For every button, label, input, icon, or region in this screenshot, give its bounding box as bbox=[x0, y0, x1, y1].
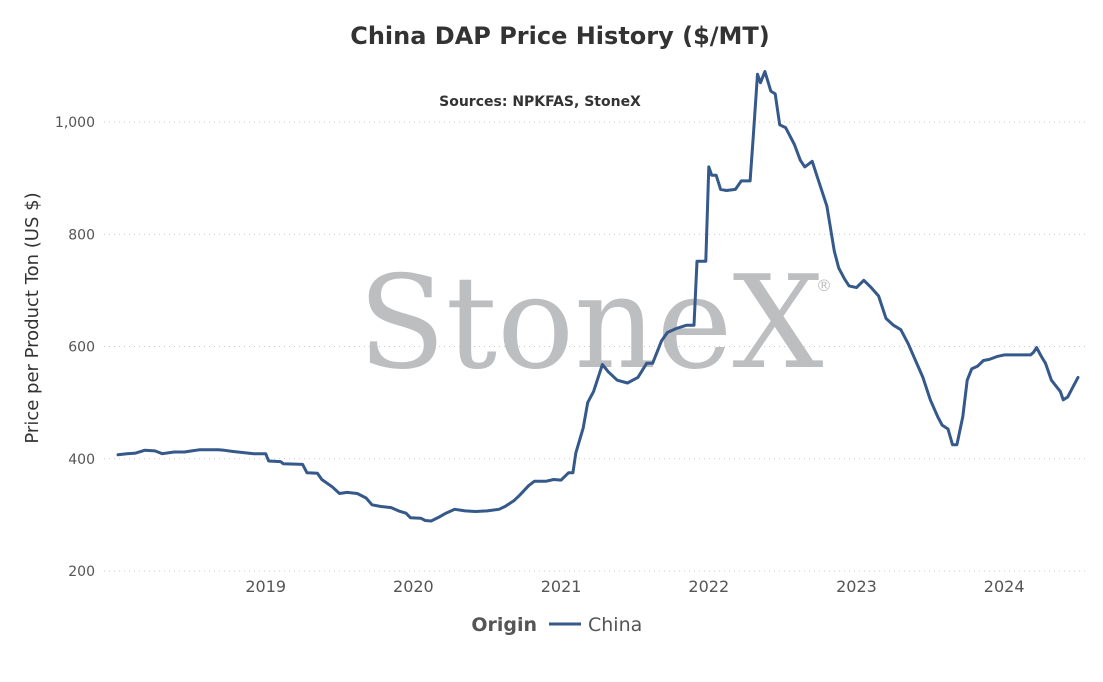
series-line-china[interactable] bbox=[116, 70, 1080, 523]
chart-title: China DAP Price History ($/MT) bbox=[350, 22, 770, 50]
grid-layer bbox=[104, 121, 1088, 572]
x-tick-label-2020: 2020 bbox=[393, 577, 434, 596]
x-tick-label-2024: 2024 bbox=[984, 577, 1025, 596]
legend-item-china[interactable]: China bbox=[588, 614, 642, 636]
legend: Origin China bbox=[471, 614, 642, 636]
watermark-layer: StoneX ® bbox=[358, 249, 832, 398]
x-tick-label-2019: 2019 bbox=[245, 577, 286, 596]
watermark-registered-mark: ® bbox=[816, 276, 832, 295]
series-layer bbox=[116, 70, 1080, 523]
x-axis-ticks: 2019 2020 2021 2022 2023 2024 bbox=[245, 577, 1024, 596]
y-axis-ticks: 200 400 600 800 1,000 bbox=[55, 115, 95, 580]
y-tick-label-400: 400 bbox=[68, 452, 95, 468]
x-tick-label-2023: 2023 bbox=[836, 577, 877, 596]
y-tick-label-1000: 1,000 bbox=[55, 115, 95, 131]
y-tick-label-800: 800 bbox=[68, 227, 95, 243]
y-tick-label-600: 600 bbox=[68, 340, 95, 356]
y-axis-title: Price per Product Ton (US $) bbox=[22, 192, 43, 443]
chart-subtitle: Sources: NPKFAS, StoneX bbox=[439, 94, 641, 110]
legend-title: Origin bbox=[471, 614, 537, 636]
x-tick-label-2021: 2021 bbox=[541, 577, 582, 596]
watermark-text: StoneX bbox=[358, 249, 824, 398]
x-tick-label-2022: 2022 bbox=[688, 577, 729, 596]
y-tick-label-200: 200 bbox=[68, 564, 95, 580]
